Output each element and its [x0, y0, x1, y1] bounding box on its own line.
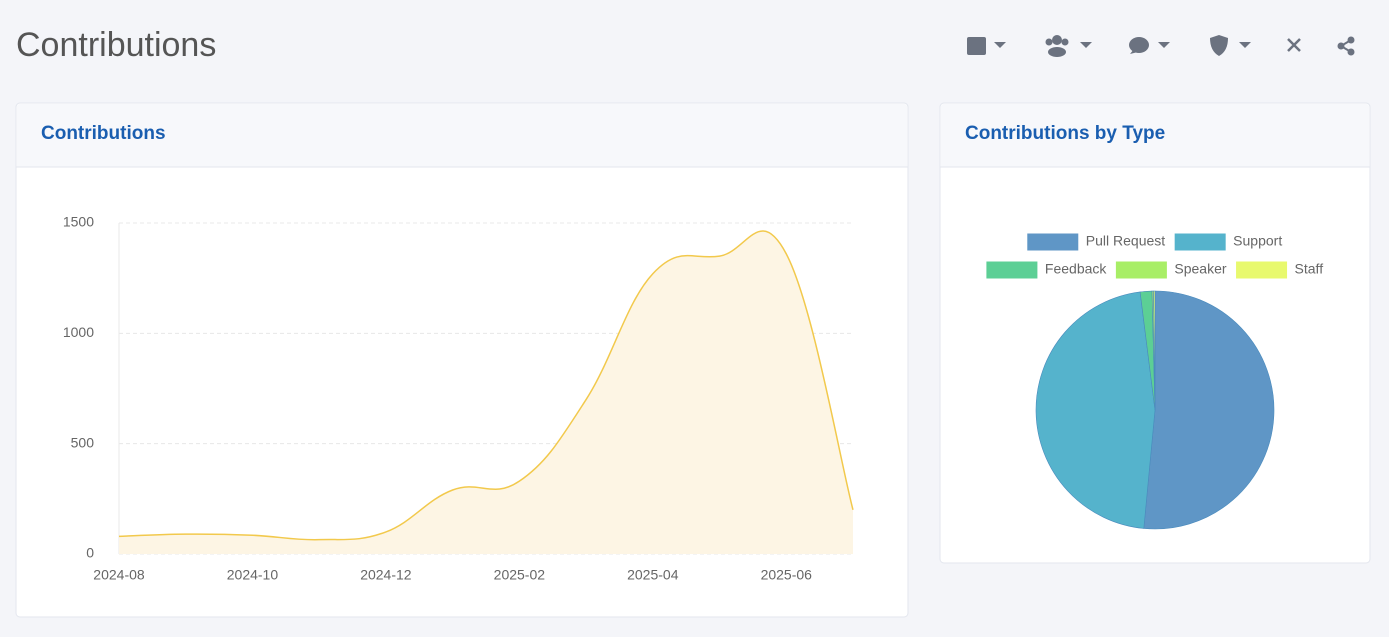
- y-tick-label: 1000: [63, 324, 94, 340]
- share-button[interactable]: [1337, 36, 1355, 56]
- card-header: [17, 104, 907, 167]
- panel-title: Contributions: [41, 123, 166, 144]
- pie-slice: [1153, 290, 1156, 411]
- legend-label: Staff: [1295, 261, 1324, 277]
- legend-label: Support: [1233, 233, 1282, 249]
- page-title: Contributions: [16, 26, 216, 64]
- panel-title: Contributions by Type: [965, 123, 1165, 144]
- close-button[interactable]: [1287, 38, 1301, 52]
- legend-swatch: [1236, 261, 1288, 279]
- calendar-button[interactable]: [967, 37, 1006, 55]
- area: [119, 231, 853, 554]
- legend-swatch: [1027, 233, 1079, 251]
- y-tick-label: 0: [86, 545, 94, 561]
- y-tick-label: 500: [71, 434, 95, 450]
- legend-swatch: [1115, 261, 1167, 279]
- x-tick-label: 2024-08: [93, 567, 145, 583]
- x-tick-label: 2025-06: [761, 567, 813, 583]
- y-tick-label: 1500: [63, 214, 94, 230]
- legend-label: Feedback: [1045, 261, 1107, 277]
- card-header: [941, 104, 1369, 167]
- x-tick-label: 2024-12: [360, 567, 412, 583]
- pie-slice: [1035, 291, 1156, 529]
- people-button[interactable]: [1045, 35, 1093, 57]
- shield-button[interactable]: [1210, 35, 1251, 56]
- comment-button[interactable]: [1129, 37, 1170, 54]
- x-tick-label: 2025-04: [627, 567, 679, 583]
- legend-label: Speaker: [1174, 261, 1226, 277]
- legend-label: Pull Request: [1086, 233, 1165, 249]
- pie-slice: [1143, 290, 1275, 530]
- line: [118, 230, 854, 541]
- legend-swatch: [986, 261, 1038, 279]
- x-tick-label: 2025-02: [494, 567, 546, 583]
- legend-swatch: [1174, 233, 1226, 251]
- x-tick-label: 2024-10: [227, 567, 279, 583]
